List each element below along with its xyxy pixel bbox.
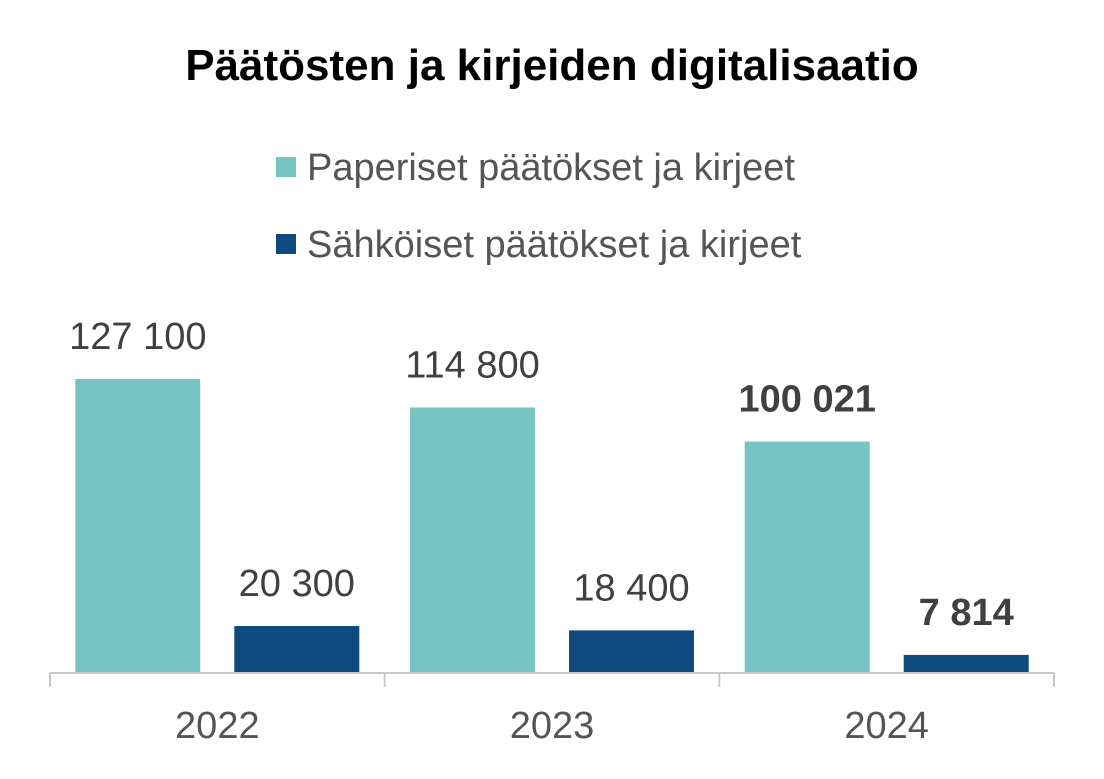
legend-swatch-electronic — [276, 234, 296, 254]
bar-paper-2023 — [410, 407, 535, 673]
bar-paper-2024 — [744, 441, 870, 673]
chart-title: Päätösten ja kirjeiden digitalisaatio — [185, 41, 919, 90]
data-label-electronic-2022: 20 300 — [239, 563, 355, 605]
legend-label-electronic: Sähköiset päätökset ja kirjeet — [307, 224, 802, 266]
data-label-paper-2024: 100 021 — [739, 379, 876, 421]
data-label-paper-2023: 114 800 — [405, 345, 540, 387]
x-tick-label-2024: 2024 — [844, 705, 929, 747]
x-tick-label-2022: 2022 — [175, 705, 260, 747]
bar-paper-2022 — [75, 379, 201, 673]
x-tick-labels-group: 2022 2023 2024 — [175, 705, 929, 747]
data-label-electronic-2024: 7 814 — [919, 592, 1014, 634]
data-label-electronic-2023: 18 400 — [573, 567, 689, 609]
bars-group — [75, 379, 1029, 673]
bar-electronic-2023 — [569, 630, 694, 673]
bar-electronic-2024 — [903, 654, 1029, 673]
data-labels-group: 127 100 20 300 114 800 18 400 100 021 7 814 — [69, 316, 1014, 634]
legend-label-paper: Paperiset päätökset ja kirjeet — [307, 147, 795, 189]
data-label-paper-2022: 127 100 — [69, 316, 206, 358]
x-tick-label-2023: 2023 — [510, 705, 595, 747]
bar-electronic-2022 — [234, 626, 360, 673]
x-ticks-group — [49, 673, 1055, 687]
legend: Paperiset päätökset ja kirjeet Sähköiset… — [276, 147, 802, 266]
legend-swatch-paper — [276, 157, 296, 177]
